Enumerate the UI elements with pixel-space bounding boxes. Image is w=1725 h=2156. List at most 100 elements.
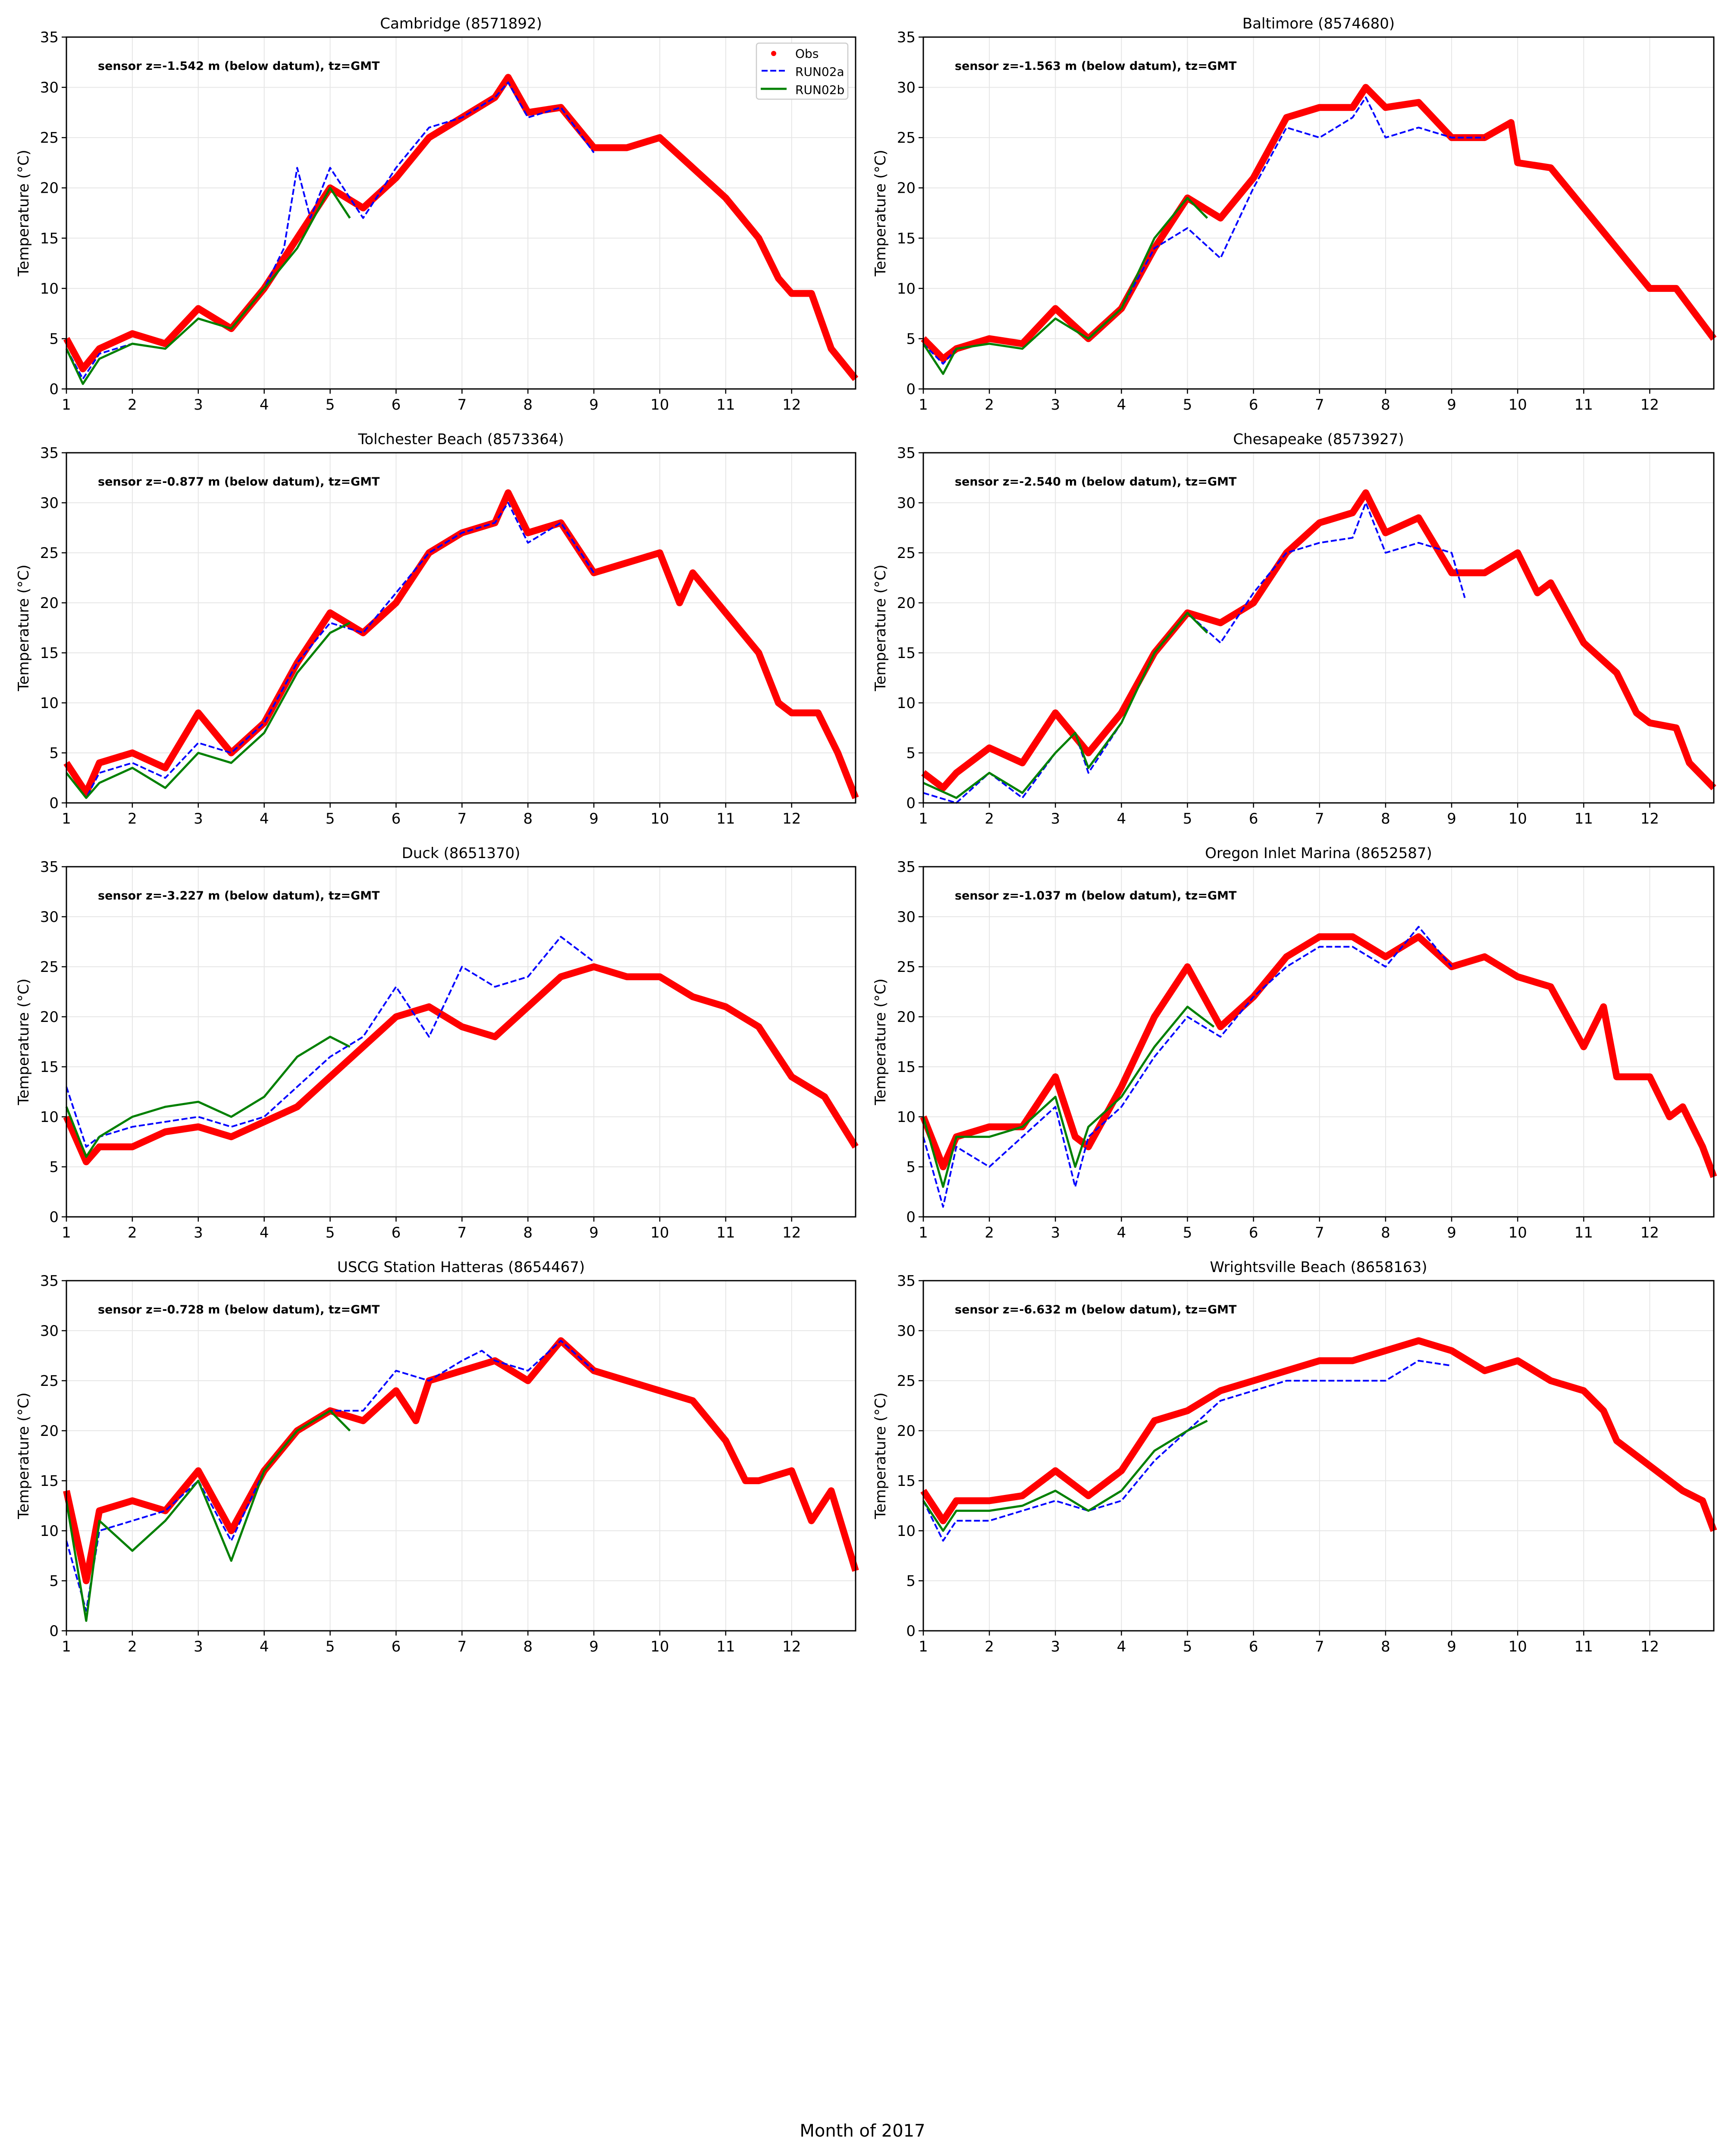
x-tick-label: 11: [716, 396, 735, 414]
y-axis-label: Temperature (°C): [872, 978, 889, 1105]
x-tick-label: 1: [62, 1638, 71, 1655]
x-tick-label: 1: [62, 1224, 71, 1241]
x-tick-label: 3: [1051, 1224, 1060, 1241]
x-tick-label: 2: [128, 1224, 137, 1241]
series-obs: [920, 933, 1717, 1178]
y-axis-label: Temperature (°C): [15, 1392, 32, 1519]
y-tick-label: 15: [40, 645, 59, 662]
x-tick-label: 7: [1315, 1638, 1324, 1655]
x-tick-label: 7: [457, 810, 467, 827]
subplot-title: Chesapeake (8573927): [1233, 431, 1404, 448]
y-tick-label: 30: [40, 909, 59, 926]
y-axis-label: Temperature (°C): [872, 1392, 889, 1519]
x-tick-label: 12: [1640, 396, 1659, 414]
x-tick-label: 9: [1447, 396, 1456, 414]
y-tick-label: 20: [40, 180, 59, 197]
y-tick-label: 10: [40, 1109, 59, 1126]
y-tick-label: 35: [897, 859, 916, 876]
y-tick-label: 35: [40, 1272, 59, 1290]
y-tick-label: 5: [906, 1159, 916, 1176]
y-tick-label: 20: [897, 595, 916, 612]
x-tick-label: 8: [523, 810, 533, 827]
x-tick-label: 7: [1315, 1224, 1324, 1241]
x-tick-label: 5: [326, 1224, 335, 1241]
x-tick-label: 10: [1509, 1224, 1527, 1241]
axes-frame: [66, 1280, 856, 1632]
x-tick-label: 4: [1117, 810, 1126, 827]
y-tick-label: 10: [40, 695, 59, 712]
x-tick-label: 2: [985, 1638, 994, 1655]
x-tick-label: 5: [1183, 396, 1192, 414]
subplot-title: Tolchester Beach (8573364): [358, 431, 564, 448]
y-tick-label: 20: [897, 1009, 916, 1026]
y-tick-label: 0: [49, 1623, 59, 1640]
y-tick-label: 35: [40, 29, 59, 46]
series-obs: [63, 1337, 859, 1584]
x-tick-label: 12: [1640, 810, 1659, 827]
subplot-3: 1 2 3 4 5 6 7 8 9 10 11 1205101520253035Tolchester …: [15, 431, 859, 827]
x-tick-label: 6: [1249, 1224, 1258, 1241]
y-tick-label: 25: [897, 959, 916, 976]
x-tick-label: 3: [194, 810, 203, 827]
x-tick-label: 1: [919, 1638, 928, 1655]
x-tick-label: 2: [128, 810, 137, 827]
subplot-title: Cambridge (8571892): [380, 15, 542, 32]
series-run02b: [922, 1006, 1215, 1188]
x-tick-label: 8: [1381, 810, 1390, 827]
subplot-title: Duck (8651370): [402, 845, 521, 862]
x-tick-label: 1: [62, 810, 71, 827]
x-tick-label: 4: [260, 1224, 269, 1241]
x-tick-label: 1: [919, 396, 928, 414]
x-tick-label: 11: [716, 810, 735, 827]
y-tick-label: 25: [40, 959, 59, 976]
x-tick-label: 4: [260, 396, 269, 414]
x-tick-label: 11: [1574, 1638, 1593, 1655]
series-run02a: [66, 81, 595, 380]
x-tick-label: 12: [782, 1638, 801, 1655]
y-tick-label: 10: [897, 280, 916, 298]
y-tick-label: 25: [40, 545, 59, 562]
series-run02a: [66, 936, 595, 1148]
x-tick-label: 6: [392, 1224, 401, 1241]
x-tick-label: 6: [392, 1638, 401, 1655]
x-tick-label: 11: [1574, 1224, 1593, 1241]
y-tick-label: 0: [49, 795, 59, 812]
x-tick-label: 4: [260, 1638, 269, 1655]
axes-frame: [66, 866, 856, 1218]
x-tick-label: 11: [716, 1638, 735, 1655]
y-tick-label: 10: [40, 1523, 59, 1540]
y-axis-label: Temperature (°C): [872, 564, 889, 691]
axes-frame: [922, 866, 1715, 1218]
y-tick-label: 25: [897, 129, 916, 147]
subplot-title: Oregon Inlet Marina (8652587): [1205, 845, 1432, 862]
y-tick-label: 30: [897, 1322, 916, 1340]
y-tick-label: 35: [897, 29, 916, 46]
x-tick-label: 10: [650, 810, 669, 827]
x-tick-label: 9: [589, 1638, 599, 1655]
series-obs: [63, 963, 859, 1166]
y-tick-label: 10: [897, 695, 916, 712]
x-tick-label: 7: [457, 1224, 467, 1241]
y-tick-label: 15: [897, 230, 916, 247]
legend-obs-marker: [771, 51, 776, 56]
x-tick-label: 3: [1051, 1638, 1060, 1655]
x-tick-label: 2: [985, 810, 994, 827]
x-tick-label: 8: [523, 1224, 533, 1241]
x-tick-label: 6: [392, 810, 401, 827]
subplot-title: USCG Station Hatteras (8654467): [337, 1259, 585, 1276]
y-tick-label: 15: [40, 1473, 59, 1490]
series-run02b: [66, 622, 351, 799]
x-tick-label: 9: [589, 1224, 599, 1241]
y-tick-label: 0: [49, 381, 59, 398]
x-tick-label: 7: [457, 1638, 467, 1655]
x-tick-label: 12: [1640, 1224, 1659, 1241]
x-tick-label: 4: [1117, 396, 1126, 414]
y-tick-label: 15: [40, 230, 59, 247]
y-tick-label: 5: [906, 1573, 916, 1590]
x-tick-label: 4: [260, 810, 269, 827]
sensor-annotation: sensor z=-0.877 m (below datum), tz=GMT: [98, 475, 380, 489]
